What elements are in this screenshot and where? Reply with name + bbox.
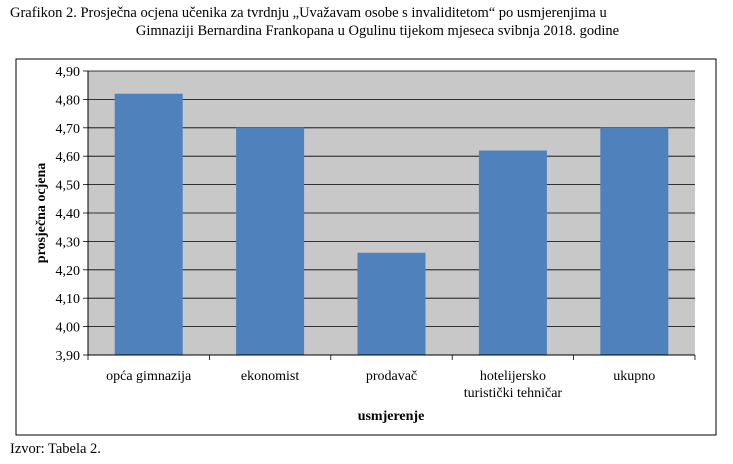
x-tick-label: ekonomist xyxy=(241,369,299,384)
bar xyxy=(600,127,669,355)
y-tick-label: 4,40 xyxy=(56,207,81,222)
y-tick-label: 4,10 xyxy=(56,292,81,307)
y-tick-label: 4,20 xyxy=(56,264,81,279)
x-tick-label: prodavač xyxy=(366,369,417,384)
y-tick-label: 4,30 xyxy=(56,235,81,250)
y-axis-label: prosječna ocjena xyxy=(34,163,49,263)
bar xyxy=(236,127,305,355)
y-tick-label: 4,00 xyxy=(56,321,81,336)
bar xyxy=(114,93,183,355)
caption-line-2: Gimnaziji Bernardina Frankopana u Ogulin… xyxy=(135,23,620,39)
x-tick-label: ukupno xyxy=(613,369,655,384)
x-tick-label: turistički tehničar xyxy=(464,386,563,401)
y-tick-label: 4,70 xyxy=(56,122,81,137)
caption-line-1: Grafikon 2. Prosječna ocjena učenika za … xyxy=(10,5,607,21)
chart-caption: Grafikon 2. Prosječna ocjena učenika za … xyxy=(10,4,725,40)
x-tick-label: hotelijersko xyxy=(480,369,546,384)
source-note: Izvor: Tabela 2. xyxy=(10,441,101,457)
y-tick-label: 4,80 xyxy=(56,93,81,108)
bar xyxy=(478,150,547,355)
y-tick-label: 3,90 xyxy=(56,349,81,364)
x-axis: opća gimnazija ekonomist prodavač hotelijer… xyxy=(87,354,696,401)
x-axis-label: usmjerenje xyxy=(358,409,425,424)
x-tick-label: opća gimnazija xyxy=(106,369,192,384)
bars xyxy=(114,93,669,355)
y-tick-label: 4,90 xyxy=(56,65,81,80)
y-tick-label: 4,50 xyxy=(56,179,81,194)
bar xyxy=(357,252,426,355)
y-tick-label: 4,60 xyxy=(56,150,81,165)
y-axis: 3,90 4,00 4,10 4,20 4,30 4,40 4,50 4,60 4,70 4,80… xyxy=(56,65,89,364)
